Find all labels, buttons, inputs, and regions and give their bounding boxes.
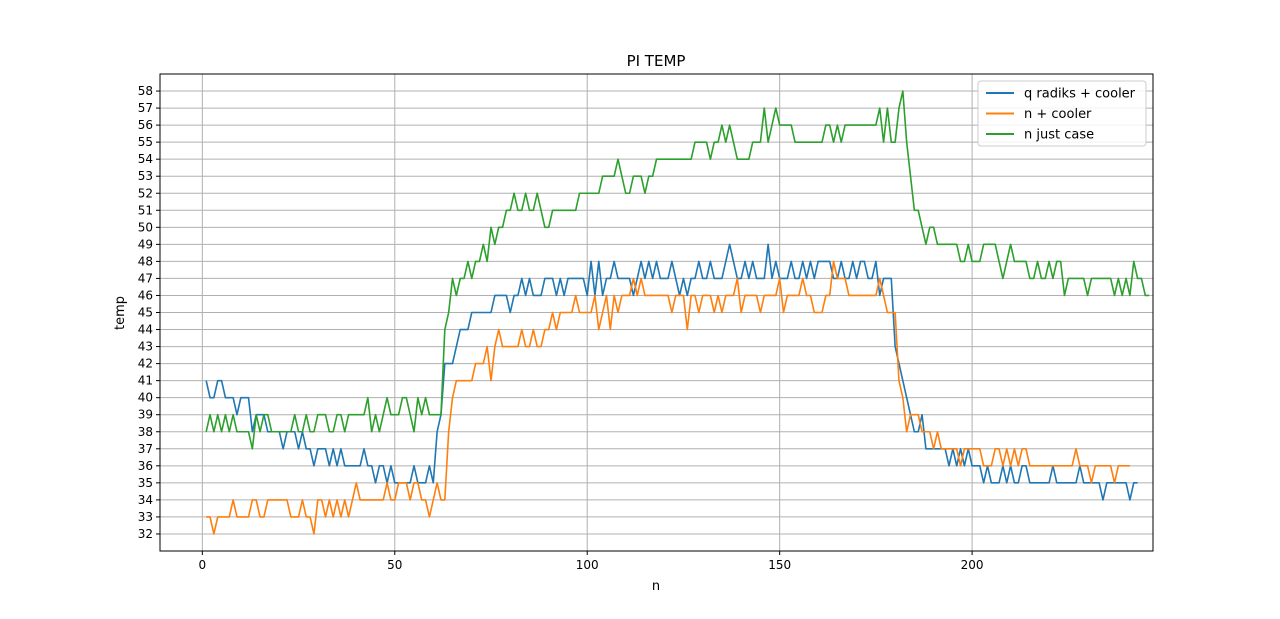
y-tick-label: 44 (138, 323, 153, 337)
y-tick-label: 49 (138, 237, 153, 251)
y-tick-label: 53 (138, 169, 153, 183)
y-tick-label: 40 (138, 391, 153, 405)
y-axis-label: temp (113, 296, 128, 330)
legend-box (977, 80, 1147, 147)
y-tick-label: 39 (138, 408, 153, 422)
y-tick-label: 50 (138, 220, 153, 234)
y-tick-label: 41 (138, 374, 153, 388)
y-tick-label: 58 (138, 84, 153, 98)
legend: q radiks + cooler n + cooler n just case (977, 80, 1147, 147)
y-tick-label: 33 (138, 510, 153, 524)
y-tick-label: 42 (138, 357, 153, 371)
y-tick-label: 38 (138, 425, 153, 439)
x-tick-label: 100 (576, 558, 599, 572)
y-tick-label: 36 (138, 459, 153, 473)
x-tick-label: 0 (199, 558, 207, 572)
y-tick-label: 34 (138, 493, 153, 507)
y-tick-label: 57 (138, 101, 153, 115)
y-tick-label: 47 (138, 271, 153, 285)
chart-title: PI TEMP (627, 52, 686, 70)
x-axis-ticks: 0 50 100 150 200 (199, 551, 984, 572)
y-tick-label: 35 (138, 476, 153, 490)
series-line-1 (205, 243, 1138, 501)
x-tick-label: 50 (387, 558, 402, 572)
series-group (205, 90, 1150, 535)
series-line-2 (206, 260, 1130, 535)
y-axis-ticks: 32 33 34 35 36 37 38 39 40 41 42 43 44 45 46 47 48 49 50 51… (138, 84, 160, 541)
y-tick-label: 55 (138, 135, 153, 149)
y-tick-label: 32 (138, 527, 153, 541)
y-tick-label: 45 (138, 306, 153, 320)
x-tick-label: 200 (961, 558, 984, 572)
legend-label-3: n just case (1024, 128, 1094, 143)
y-tick-label: 56 (138, 118, 153, 132)
y-tick-label: 43 (138, 340, 153, 354)
y-tick-label: 52 (138, 186, 153, 200)
y-tick-label: 51 (138, 203, 153, 217)
legend-label-2: n + cooler (1024, 107, 1092, 122)
y-tick-label: 54 (138, 152, 153, 166)
x-tick-label: 150 (768, 558, 791, 572)
y-tick-label: 46 (138, 288, 153, 302)
legend-label-1: q radiks + cooler (1024, 87, 1136, 102)
x-axis-label: n (652, 579, 660, 594)
y-tick-label: 37 (138, 442, 153, 456)
series-line-3 (205, 90, 1150, 450)
y-tick-label: 48 (138, 254, 153, 268)
